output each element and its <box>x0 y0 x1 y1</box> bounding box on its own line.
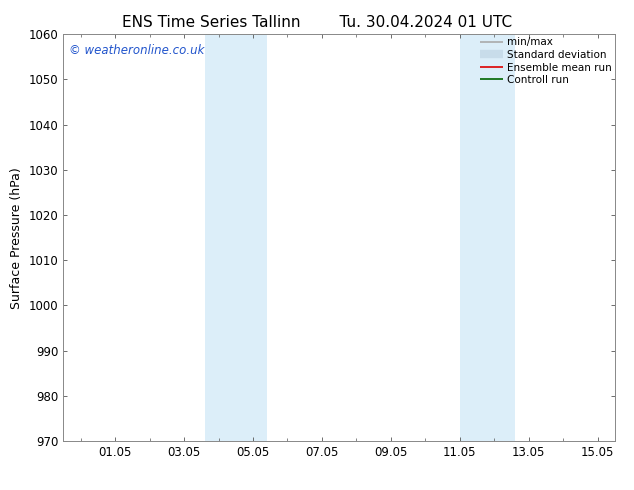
Y-axis label: Surface Pressure (hPa): Surface Pressure (hPa) <box>10 167 23 309</box>
Bar <box>460 34 515 441</box>
Bar <box>205 34 267 441</box>
Legend: min/max, Standard deviation, Ensemble mean run, Controll run: min/max, Standard deviation, Ensemble me… <box>480 37 612 85</box>
Text: © weatheronline.co.uk: © weatheronline.co.uk <box>69 45 204 57</box>
Text: ENS Time Series Tallinn        Tu. 30.04.2024 01 UTC: ENS Time Series Tallinn Tu. 30.04.2024 0… <box>122 15 512 30</box>
